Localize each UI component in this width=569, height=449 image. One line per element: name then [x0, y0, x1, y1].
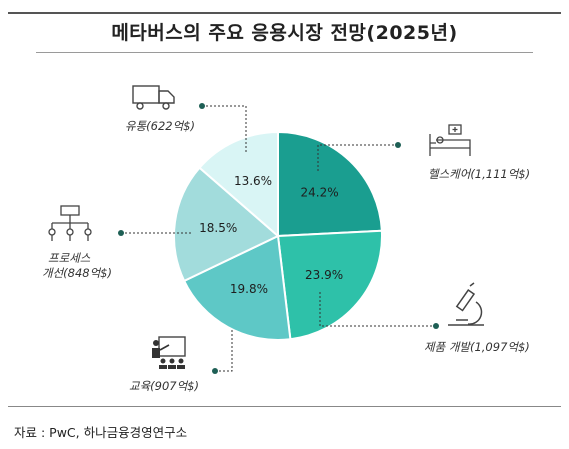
label-distribution: 유통(622억$) — [125, 119, 195, 133]
pie-slice — [277, 130, 383, 238]
pie-slices — [173, 130, 383, 341]
pie-value-label: 24.2% — [301, 185, 339, 199]
leader-line-education — [215, 330, 233, 372]
leader-line-healthcare — [317, 144, 398, 172]
pie-value-labels: 24.2% 23.9% 19.8% 18.5% 13.6% — [199, 174, 343, 296]
label-process-line1: 프로세스 — [48, 251, 91, 265]
leader-dot — [212, 368, 218, 374]
pie-slice — [173, 166, 280, 283]
pie-slice — [198, 130, 279, 239]
label-process-line2: 개선(848억$) — [42, 266, 112, 280]
truck-icon — [132, 85, 175, 110]
chart-frame — [8, 12, 561, 407]
teacher-icon — [152, 336, 186, 369]
leader-dots — [118, 103, 439, 374]
chart-title: 메타버스의 주요 응용시장 전망(2025년) — [111, 22, 458, 44]
leader-lines — [121, 105, 436, 372]
label-healthcare: 헬스케어(1,111억$) — [428, 167, 531, 181]
flowchart-icon — [48, 205, 92, 241]
pie-value-label: 23.9% — [305, 268, 343, 282]
pie-value-label: 19.8% — [230, 282, 268, 296]
microscope-icon — [448, 282, 484, 326]
pie-slice — [182, 234, 292, 341]
leader-dot — [199, 103, 205, 109]
leader-dot — [433, 323, 439, 329]
pie-value-label: 18.5% — [199, 221, 237, 235]
pie-value-label: 13.6% — [234, 174, 272, 188]
leader-dot — [118, 230, 124, 236]
title-divider — [36, 52, 533, 53]
leader-line-distribution — [202, 105, 247, 152]
hospital-bed-icon — [429, 124, 471, 156]
pie-slice — [276, 229, 383, 341]
source-note: 자료 : PwC, 하나금융경영연구소 — [14, 425, 188, 440]
leader-dot — [395, 142, 401, 148]
leader-line-product-dev — [319, 290, 436, 327]
label-education: 교육(907억$) — [129, 379, 199, 393]
label-product-dev: 제품 개발(1,097억$) — [424, 340, 530, 354]
